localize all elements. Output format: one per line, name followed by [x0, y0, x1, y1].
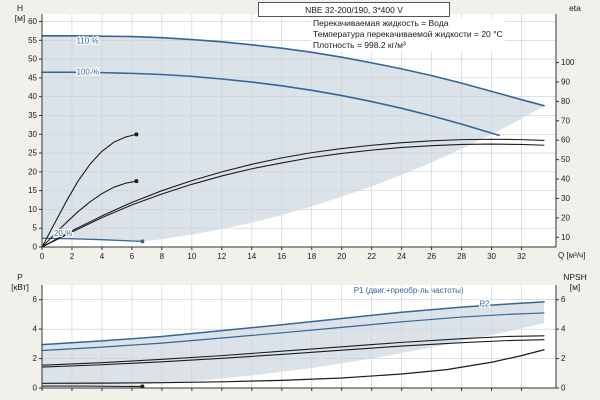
x-tick-label: 12 — [217, 252, 226, 261]
curve-label: 110 % — [76, 36, 98, 45]
y2-tick-label: 0 — [561, 384, 566, 393]
curve-eta-min-1 — [41, 133, 137, 248]
y-tick-label: 30 — [28, 130, 37, 139]
pump-model-label: NBE 32-200/190, 3*400 V — [305, 4, 403, 15]
y2-tick-label: 70 — [561, 116, 570, 125]
eta-axis-title: eta — [556, 3, 594, 13]
x-tick-label: 24 — [397, 252, 406, 261]
y-tick-label: 4 — [33, 325, 38, 334]
liquid-info-block: Перекачиваемая жидкость = Вода Температу… — [311, 18, 505, 51]
head-chart: 0510152025303540455055601020304050607080… — [28, 14, 575, 261]
npsh-axis-symbol: NPSH — [563, 272, 587, 282]
y-tick-label: 0 — [33, 243, 38, 252]
y-tick-label: 5 — [33, 224, 38, 233]
flow-axis-label: Q [м³/ч] — [558, 251, 586, 260]
x-tick-label: 20 — [337, 252, 346, 261]
y-tick-label: 10 — [28, 205, 37, 214]
y-tick-label: 50 — [28, 55, 37, 64]
y2-tick-label: 20 — [561, 213, 570, 222]
curve-label: P2 — [480, 299, 490, 308]
curve-speed-110 — [41, 34, 545, 107]
operating-envelope — [42, 301, 545, 386]
curve-eta-1 — [41, 138, 545, 248]
x-tick-label: 14 — [247, 252, 256, 261]
curve-speed-min-end-dot — [140, 239, 145, 244]
x-tick-label: 6 — [130, 252, 135, 261]
y-tick-label: 6 — [33, 295, 38, 304]
y2-tick-label: 80 — [561, 97, 570, 106]
x-tick-label: 22 — [367, 252, 376, 261]
curve-p-black-1 — [41, 335, 545, 366]
y2-tick-label: 60 — [561, 136, 570, 145]
x-tick-label: 30 — [487, 252, 496, 261]
npsh-axis-unit: [м] — [569, 282, 581, 292]
y2-tick-label: 50 — [561, 155, 570, 164]
curve-p2 — [41, 312, 545, 352]
power-npsh-chart: 0 2 4 6 0 2 4 6 P1 (двиг.+преобр-ль частоты) P2 — [33, 285, 566, 393]
power-axis-symbol: P — [17, 272, 23, 282]
operating-envelope — [42, 35, 545, 242]
x-tick-label: 0 — [40, 252, 45, 261]
x-tick-label: 32 — [517, 252, 526, 261]
head-axis-unit: [м] — [14, 13, 26, 23]
x-tick-label: 16 — [277, 252, 286, 261]
y-tick-label: 2 — [33, 354, 38, 363]
info-line-liquid: Перекачиваемая жидкость = Вода — [313, 18, 449, 28]
y-tick-label: 25 — [28, 149, 37, 158]
curve-eta-min-2-end-dot — [134, 179, 139, 184]
curve-label: 100 % — [76, 68, 99, 77]
x-tick-label: 4 — [100, 252, 105, 261]
y-tick-label: 35 — [28, 111, 37, 120]
y-tick-label: 55 — [28, 36, 37, 45]
y2-tick-label: 2 — [561, 354, 566, 363]
curve-eta-2 — [41, 143, 545, 248]
y-tick-label: 45 — [28, 73, 37, 82]
x-tick-label: 10 — [187, 252, 196, 261]
x-tick-label: 8 — [160, 252, 165, 261]
curve-p-black-2 — [41, 339, 545, 368]
y-tick-label: 60 — [28, 17, 37, 26]
x-tick-label: 2 — [70, 252, 75, 261]
head-axis-title: H [м] — [4, 3, 36, 23]
curve-label: P1 (двиг.+преобр-ль частоты) — [354, 286, 464, 295]
y-tick-label: 40 — [28, 92, 37, 101]
y2-tick-label: 10 — [561, 233, 570, 242]
power-axis-unit: [кВт] — [11, 282, 29, 292]
curve-eta-min-1-end-dot — [134, 132, 139, 137]
y2-tick-label: 90 — [561, 77, 570, 86]
y2-tick-label: 30 — [561, 194, 570, 203]
info-line-temperature: Температура перекачиваемой жидкости = 20… — [313, 29, 503, 39]
y2-tick-label: 6 — [561, 295, 566, 304]
npsh-axis-title: NPSH [м] — [552, 272, 598, 292]
x-tick-label: 26 — [427, 252, 436, 261]
curve-eta-min-2 — [41, 180, 137, 248]
flow-axis-title: Q [м³/ч] — [558, 251, 600, 261]
y-tick-label: 0 — [33, 384, 38, 393]
curve-speed-100 — [41, 71, 500, 137]
x-tick-label: 18 — [307, 252, 316, 261]
pump-model-box: NBE 32-200/190, 3*400 V — [258, 2, 450, 17]
x-tick-label: 28 — [457, 252, 466, 261]
curve-speed-min — [41, 237, 144, 243]
head-axis-symbol: H — [16, 3, 24, 13]
info-line-density: Плотность = 998.2 кг/м³ — [313, 40, 406, 50]
y-tick-label: 20 — [28, 167, 37, 176]
power-axis-title: P [кВт] — [4, 272, 36, 292]
y2-tick-label: 100 — [561, 58, 575, 67]
y-tick-label: 15 — [28, 186, 37, 195]
curve-label: 20 % — [54, 229, 72, 238]
y2-tick-label: 40 — [561, 175, 570, 184]
eta-axis-symbol: eta — [569, 3, 581, 13]
curve-npsh — [41, 349, 545, 384]
y2-tick-label: 4 — [561, 325, 566, 334]
curve-p1 — [41, 301, 545, 346]
